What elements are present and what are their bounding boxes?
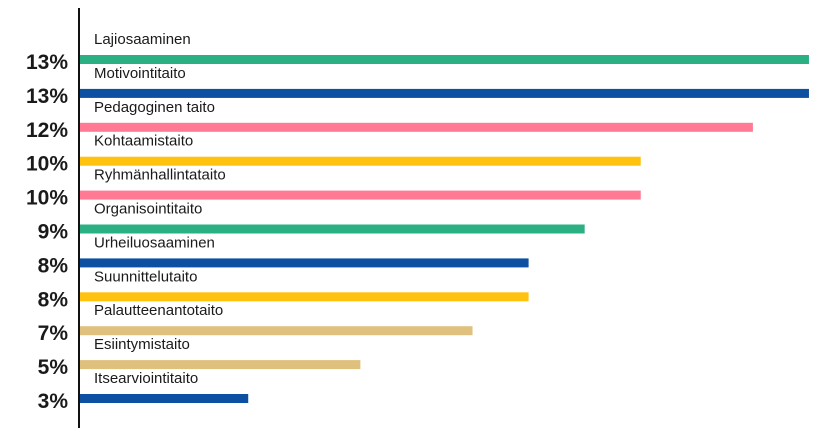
category-label-pedagoginen-taito: Pedagoginen taito xyxy=(94,99,215,116)
bar-kohtaamistaito xyxy=(80,156,641,166)
bar-row-pedagoginen-taito: Pedagoginen taito 12% xyxy=(26,99,753,142)
bar-pedagoginen-taito xyxy=(80,122,753,132)
bar-ryhmanhallintataito xyxy=(80,190,641,200)
bar-organisointitaito xyxy=(80,224,585,234)
bar-lajiosaaminen xyxy=(80,55,809,64)
bar-row-ryhmanhallintataito: Ryhmänhallintataito 10% xyxy=(26,167,641,210)
value-label-esiintymistaito: 5% xyxy=(38,356,69,379)
value-label-urheiluosaaminen: 8% xyxy=(38,254,69,277)
value-label-pedagoginen-taito: 12% xyxy=(26,119,68,142)
value-label-ryhmanhallintataito: 10% xyxy=(26,187,68,210)
bar-row-motivointitaito: Motivointitaito 13% xyxy=(26,65,809,108)
category-label-itsearviointitaito: Itsearviointitaito xyxy=(94,370,198,387)
bar-row-organisointitaito: Organisointitaito 9% xyxy=(38,201,585,244)
value-label-lajiosaaminen: 13% xyxy=(26,51,68,74)
bar-row-kohtaamistaito: Kohtaamistaito 10% xyxy=(26,133,641,176)
category-label-motivointitaito: Motivointitaito xyxy=(94,65,186,82)
category-label-lajiosaaminen: Lajiosaaminen xyxy=(94,31,191,48)
category-label-suunnittelutaito: Suunnittelutaito xyxy=(94,268,197,285)
bar-palautteenantotaito xyxy=(80,326,473,336)
category-label-organisointitaito: Organisointitaito xyxy=(94,201,202,218)
category-label-ryhmanhallintataito: Ryhmänhallintataito xyxy=(94,167,226,184)
category-label-palautteenantotaito: Palautteenantotaito xyxy=(94,302,223,319)
bar-motivointitaito xyxy=(80,88,809,98)
value-label-itsearviointitaito: 3% xyxy=(38,390,69,413)
bar-row-urheiluosaaminen: Urheiluosaaminen 8% xyxy=(38,234,529,277)
value-label-palautteenantotaito: 7% xyxy=(38,322,69,345)
value-label-kohtaamistaito: 10% xyxy=(26,153,68,176)
bar-row-lajiosaaminen: Lajiosaaminen 13% xyxy=(26,31,809,74)
bar-esiintymistaito xyxy=(80,360,361,370)
bar-suunnittelutaito xyxy=(80,292,529,302)
bar-row-esiintymistaito: Esiintymistaito 5% xyxy=(38,336,361,379)
bar-itsearviointitaito xyxy=(80,394,249,403)
value-label-motivointitaito: 13% xyxy=(26,85,68,108)
value-label-organisointitaito: 9% xyxy=(38,221,69,244)
value-label-suunnittelutaito: 8% xyxy=(38,288,69,311)
category-label-urheiluosaaminen: Urheiluosaaminen xyxy=(94,234,215,251)
bar-row-itsearviointitaito: Itsearviointitaito 3% xyxy=(38,370,249,413)
bar-row-palautteenantotaito: Palautteenantotaito 7% xyxy=(38,302,473,345)
bar-urheiluosaaminen xyxy=(80,258,529,268)
category-label-kohtaamistaito: Kohtaamistaito xyxy=(94,133,193,150)
category-label-esiintymistaito: Esiintymistaito xyxy=(94,336,190,353)
bar-row-suunnittelutaito: Suunnittelutaito 8% xyxy=(38,268,529,311)
